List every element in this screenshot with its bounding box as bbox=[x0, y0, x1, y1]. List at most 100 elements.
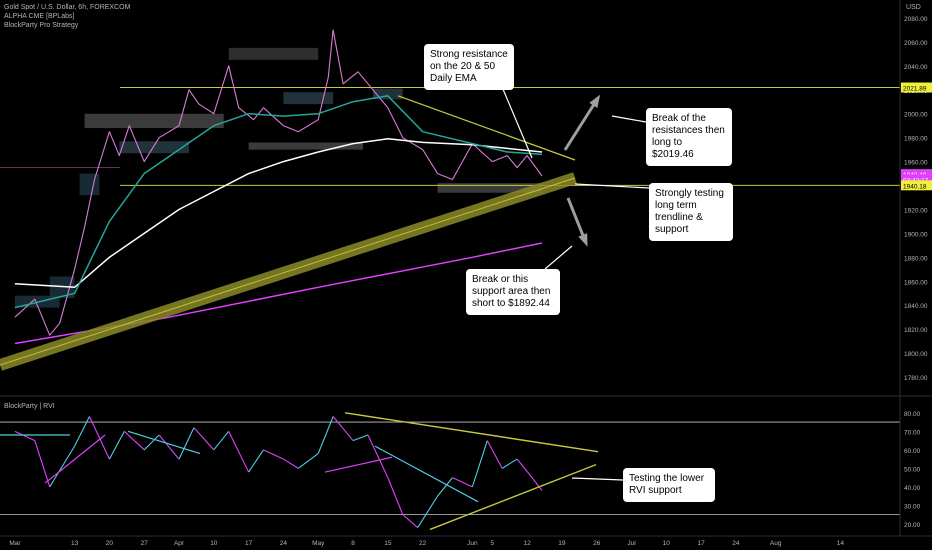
time-tick-label: Jun bbox=[467, 540, 478, 547]
rvi-segment bbox=[263, 449, 284, 460]
rvi-tick-label: 20.00 bbox=[904, 522, 921, 529]
zone-box bbox=[119, 141, 189, 154]
time-tick-label: 10 bbox=[663, 540, 671, 547]
rvi-segment bbox=[486, 440, 503, 469]
callout-rvi-support: Testing the lower RVI support bbox=[623, 468, 715, 502]
rvi-segment bbox=[34, 440, 51, 488]
rvi-segment bbox=[158, 434, 180, 460]
rvi-segment bbox=[501, 458, 518, 469]
price-tick-label: 2000.00 bbox=[904, 112, 928, 119]
callout-breakdown: Break or this support area then short to… bbox=[466, 269, 560, 315]
pointer-rvi-support bbox=[571, 477, 624, 481]
time-tick-label: 20 bbox=[106, 540, 114, 547]
callout-resistance: Strong resistance on the 20 & 50 Daily E… bbox=[424, 44, 514, 90]
rvi-tick-label: 40.00 bbox=[904, 485, 921, 492]
zone-box bbox=[228, 47, 319, 60]
rvi-tick-label: 80.00 bbox=[904, 411, 921, 418]
rvi-segment bbox=[516, 458, 533, 478]
arrow-up bbox=[563, 97, 600, 151]
rvi-segment bbox=[367, 434, 389, 478]
indicator-alpha-cme: ALPHA CME [BPLabs] bbox=[4, 13, 75, 20]
descending-resistance bbox=[397, 95, 576, 161]
rvi-segment bbox=[178, 427, 195, 460]
time-tick-label: Mar bbox=[9, 540, 21, 547]
rvi-tick-label: 70.00 bbox=[904, 429, 921, 436]
rvi-title: BlockParty | RVI bbox=[4, 403, 55, 410]
badge-current-bg bbox=[901, 169, 932, 180]
rvi-lower-trendline bbox=[429, 463, 597, 531]
price-tick-label: 2080.00 bbox=[904, 16, 928, 23]
rvi-segment bbox=[531, 477, 543, 491]
rvi-panel bbox=[0, 412, 900, 531]
badge-level-low-bg bbox=[901, 180, 932, 191]
time-tick-label: 19 bbox=[558, 540, 566, 547]
rvi-segment bbox=[471, 440, 488, 488]
series-ema-green bbox=[14, 95, 543, 309]
rvi-segment bbox=[123, 430, 145, 451]
pointer-breakout bbox=[611, 115, 647, 123]
rvi-segment bbox=[452, 477, 473, 488]
price-tick-label: 1860.00 bbox=[904, 279, 928, 286]
rvi-tick-label: 50.00 bbox=[904, 466, 921, 473]
badge-level-low: 1940.18 bbox=[903, 183, 927, 190]
pointer-breakdown bbox=[544, 245, 573, 270]
indicator-blockparty: BlockParty Pro Strategy bbox=[4, 22, 79, 29]
time-tick-label: 27 bbox=[141, 540, 149, 547]
rvi-segment bbox=[437, 477, 453, 497]
callout-support-test: Strongly testing long term trendline & s… bbox=[649, 183, 733, 241]
series-price bbox=[14, 29, 543, 336]
rvi-segment bbox=[402, 514, 419, 529]
price-tick-label: 1980.00 bbox=[904, 136, 928, 143]
pointer-support-test bbox=[574, 183, 650, 189]
trendlines bbox=[0, 95, 577, 371]
time-tick-label: 26 bbox=[593, 540, 601, 547]
price-tick-label: 1780.00 bbox=[904, 375, 928, 382]
time-tick-label: May bbox=[312, 540, 325, 547]
currency-label: USD bbox=[906, 4, 921, 11]
rvi-segment bbox=[89, 416, 110, 460]
projection-arrows bbox=[499, 81, 650, 481]
zone-box bbox=[283, 92, 334, 105]
rvi-segment bbox=[228, 431, 250, 473]
price-tick-label: 1960.00 bbox=[904, 160, 928, 167]
zone-box bbox=[372, 88, 403, 100]
price-tick-label: 2040.00 bbox=[904, 64, 928, 71]
rvi-upper-trendline bbox=[344, 412, 599, 453]
time-tick-label: Aug bbox=[770, 540, 782, 547]
zone-box bbox=[248, 142, 363, 150]
symbol-title: Gold Spot / U.S. Dollar, 6h, FOREXCOM bbox=[4, 4, 131, 11]
rvi-segment bbox=[387, 477, 404, 515]
rvi-segment bbox=[417, 495, 439, 528]
rvi-segment bbox=[213, 430, 230, 451]
rvi-annot-line bbox=[374, 445, 479, 503]
time-tick-label: Apr bbox=[174, 540, 185, 547]
badge-level-high: 2021.89 bbox=[903, 86, 927, 93]
zone-box bbox=[79, 173, 100, 196]
time-tick-label: 17 bbox=[697, 540, 705, 547]
zone-box bbox=[437, 183, 542, 193]
rvi-segment bbox=[143, 434, 160, 451]
arrow-down-head bbox=[578, 233, 588, 247]
time-tick-label: 17 bbox=[245, 540, 253, 547]
time-tick-label: 15 bbox=[384, 540, 392, 547]
rvi-annot-line bbox=[44, 434, 106, 484]
long-term-trendline-edge bbox=[0, 177, 576, 366]
rvi-annot-line bbox=[127, 430, 201, 455]
badge-level-high-bg bbox=[901, 82, 932, 93]
rvi-segment bbox=[332, 416, 354, 441]
time-tick-label: 8 bbox=[351, 540, 355, 547]
price-tick-label: 1920.00 bbox=[904, 207, 928, 214]
rvi-segment bbox=[193, 427, 215, 451]
rvi-tick-label: 60.00 bbox=[904, 448, 921, 455]
rvi-annot-line bbox=[324, 456, 393, 473]
rvi-segment bbox=[248, 449, 264, 473]
rvi-segment bbox=[317, 416, 334, 454]
rvi-segment bbox=[49, 445, 76, 488]
time-tick-label: 10 bbox=[210, 540, 218, 547]
arrow-up-head bbox=[589, 94, 601, 108]
time-tick-label: 24 bbox=[280, 540, 288, 547]
time-tick-label: Jul bbox=[627, 540, 636, 547]
callout-breakout: Break of the resistances then long to $2… bbox=[646, 108, 732, 166]
rvi-segment bbox=[283, 458, 299, 469]
